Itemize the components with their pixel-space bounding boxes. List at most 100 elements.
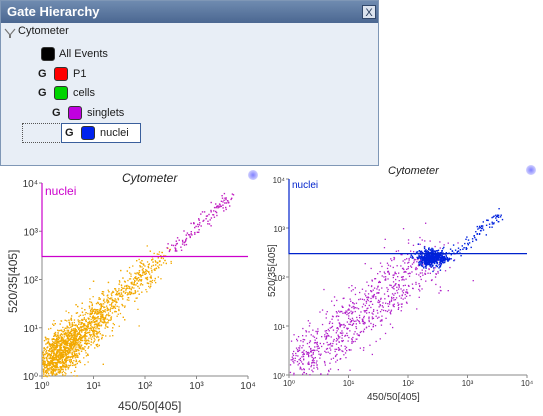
- tree-node-singlets[interactable]: G singlets: [52, 104, 252, 122]
- data-point: [213, 216, 216, 218]
- data-point: [77, 327, 79, 329]
- plot-menu-icon[interactable]: [248, 170, 258, 180]
- data-point: [394, 271, 396, 273]
- data-point: [312, 335, 314, 337]
- data-point: [56, 341, 58, 343]
- data-point: [404, 284, 406, 286]
- data-point: [395, 273, 397, 275]
- data-point: [335, 340, 337, 342]
- data-point: [50, 363, 52, 365]
- data-point: [210, 201, 212, 204]
- data-point: [92, 342, 94, 344]
- data-point: [70, 356, 72, 358]
- data-point: [127, 285, 130, 287]
- data-point: [122, 305, 124, 307]
- data-point: [148, 285, 150, 288]
- data-point: [46, 342, 48, 344]
- data-point: [56, 373, 58, 375]
- data-point: [109, 335, 111, 337]
- data-point: [70, 362, 72, 364]
- data-point: [56, 365, 58, 367]
- data-point: [101, 315, 103, 317]
- data-point: [79, 336, 81, 338]
- data-point: [153, 252, 155, 255]
- data-point: [396, 292, 399, 294]
- data-point: [89, 328, 91, 330]
- data-point: [84, 313, 86, 316]
- data-point: [97, 316, 99, 318]
- data-point: [62, 351, 64, 353]
- data-point: [298, 359, 300, 361]
- tree-node-nuclei[interactable]: G nuclei: [65, 124, 145, 142]
- data-point: [217, 205, 219, 207]
- data-point: [74, 328, 76, 330]
- tree-root-cytometer[interactable]: Cytometer: [18, 25, 69, 37]
- data-point: [337, 347, 340, 349]
- data-point: [433, 259, 435, 261]
- data-point: [79, 331, 81, 333]
- data-point: [423, 246, 426, 248]
- data-point: [83, 323, 86, 326]
- data-point: [104, 316, 107, 318]
- data-point: [302, 373, 304, 375]
- data-point: [67, 350, 69, 352]
- data-point: [229, 205, 231, 207]
- data-point: [82, 339, 84, 342]
- data-point: [406, 302, 408, 304]
- data-point: [69, 348, 71, 350]
- data-point: [130, 292, 132, 294]
- data-point: [43, 349, 45, 352]
- data-point: [129, 293, 132, 296]
- data-point: [471, 238, 474, 240]
- data-point: [500, 214, 502, 216]
- data-point: [183, 244, 186, 246]
- plot-menu-icon[interactable]: [526, 165, 536, 175]
- data-point: [315, 330, 317, 333]
- data-point: [464, 242, 466, 245]
- data-point: [496, 219, 498, 221]
- data-point: [58, 330, 60, 332]
- data-point: [442, 259, 444, 261]
- tree-node-cells[interactable]: G cells: [38, 84, 238, 102]
- data-point: [294, 357, 296, 359]
- data-point: [98, 297, 100, 299]
- data-point: [80, 329, 82, 331]
- data-point: [146, 245, 148, 247]
- data-point: [126, 294, 129, 296]
- data-point: [332, 342, 334, 345]
- data-point: [319, 357, 321, 359]
- tree-node-p1[interactable]: G P1: [38, 65, 238, 83]
- data-point: [68, 366, 70, 369]
- data-point: [125, 288, 127, 290]
- data-point: [148, 263, 150, 265]
- data-point: [50, 350, 52, 353]
- data-point: [96, 343, 99, 345]
- data-point: [84, 350, 87, 352]
- data-point: [416, 308, 418, 310]
- data-point: [93, 330, 96, 332]
- data-point: [425, 222, 427, 224]
- data-point: [342, 332, 344, 334]
- data-point: [56, 344, 58, 346]
- data-point: [347, 312, 349, 315]
- data-point: [439, 263, 441, 265]
- data-point: [157, 276, 159, 278]
- data-point: [122, 277, 124, 279]
- data-point: [429, 260, 432, 263]
- data-point: [119, 294, 121, 296]
- data-point: [431, 249, 433, 252]
- tree-node-all-events[interactable]: All Events: [41, 45, 241, 63]
- data-point: [326, 347, 329, 350]
- data-point: [88, 340, 90, 342]
- data-point: [50, 327, 52, 330]
- data-point: [63, 346, 65, 348]
- data-point: [362, 321, 364, 323]
- data-point: [437, 249, 440, 251]
- data-point: [334, 350, 336, 353]
- data-point: [364, 311, 366, 313]
- data-point: [139, 266, 141, 268]
- data-point: [65, 360, 67, 363]
- close-button[interactable]: X: [362, 5, 376, 19]
